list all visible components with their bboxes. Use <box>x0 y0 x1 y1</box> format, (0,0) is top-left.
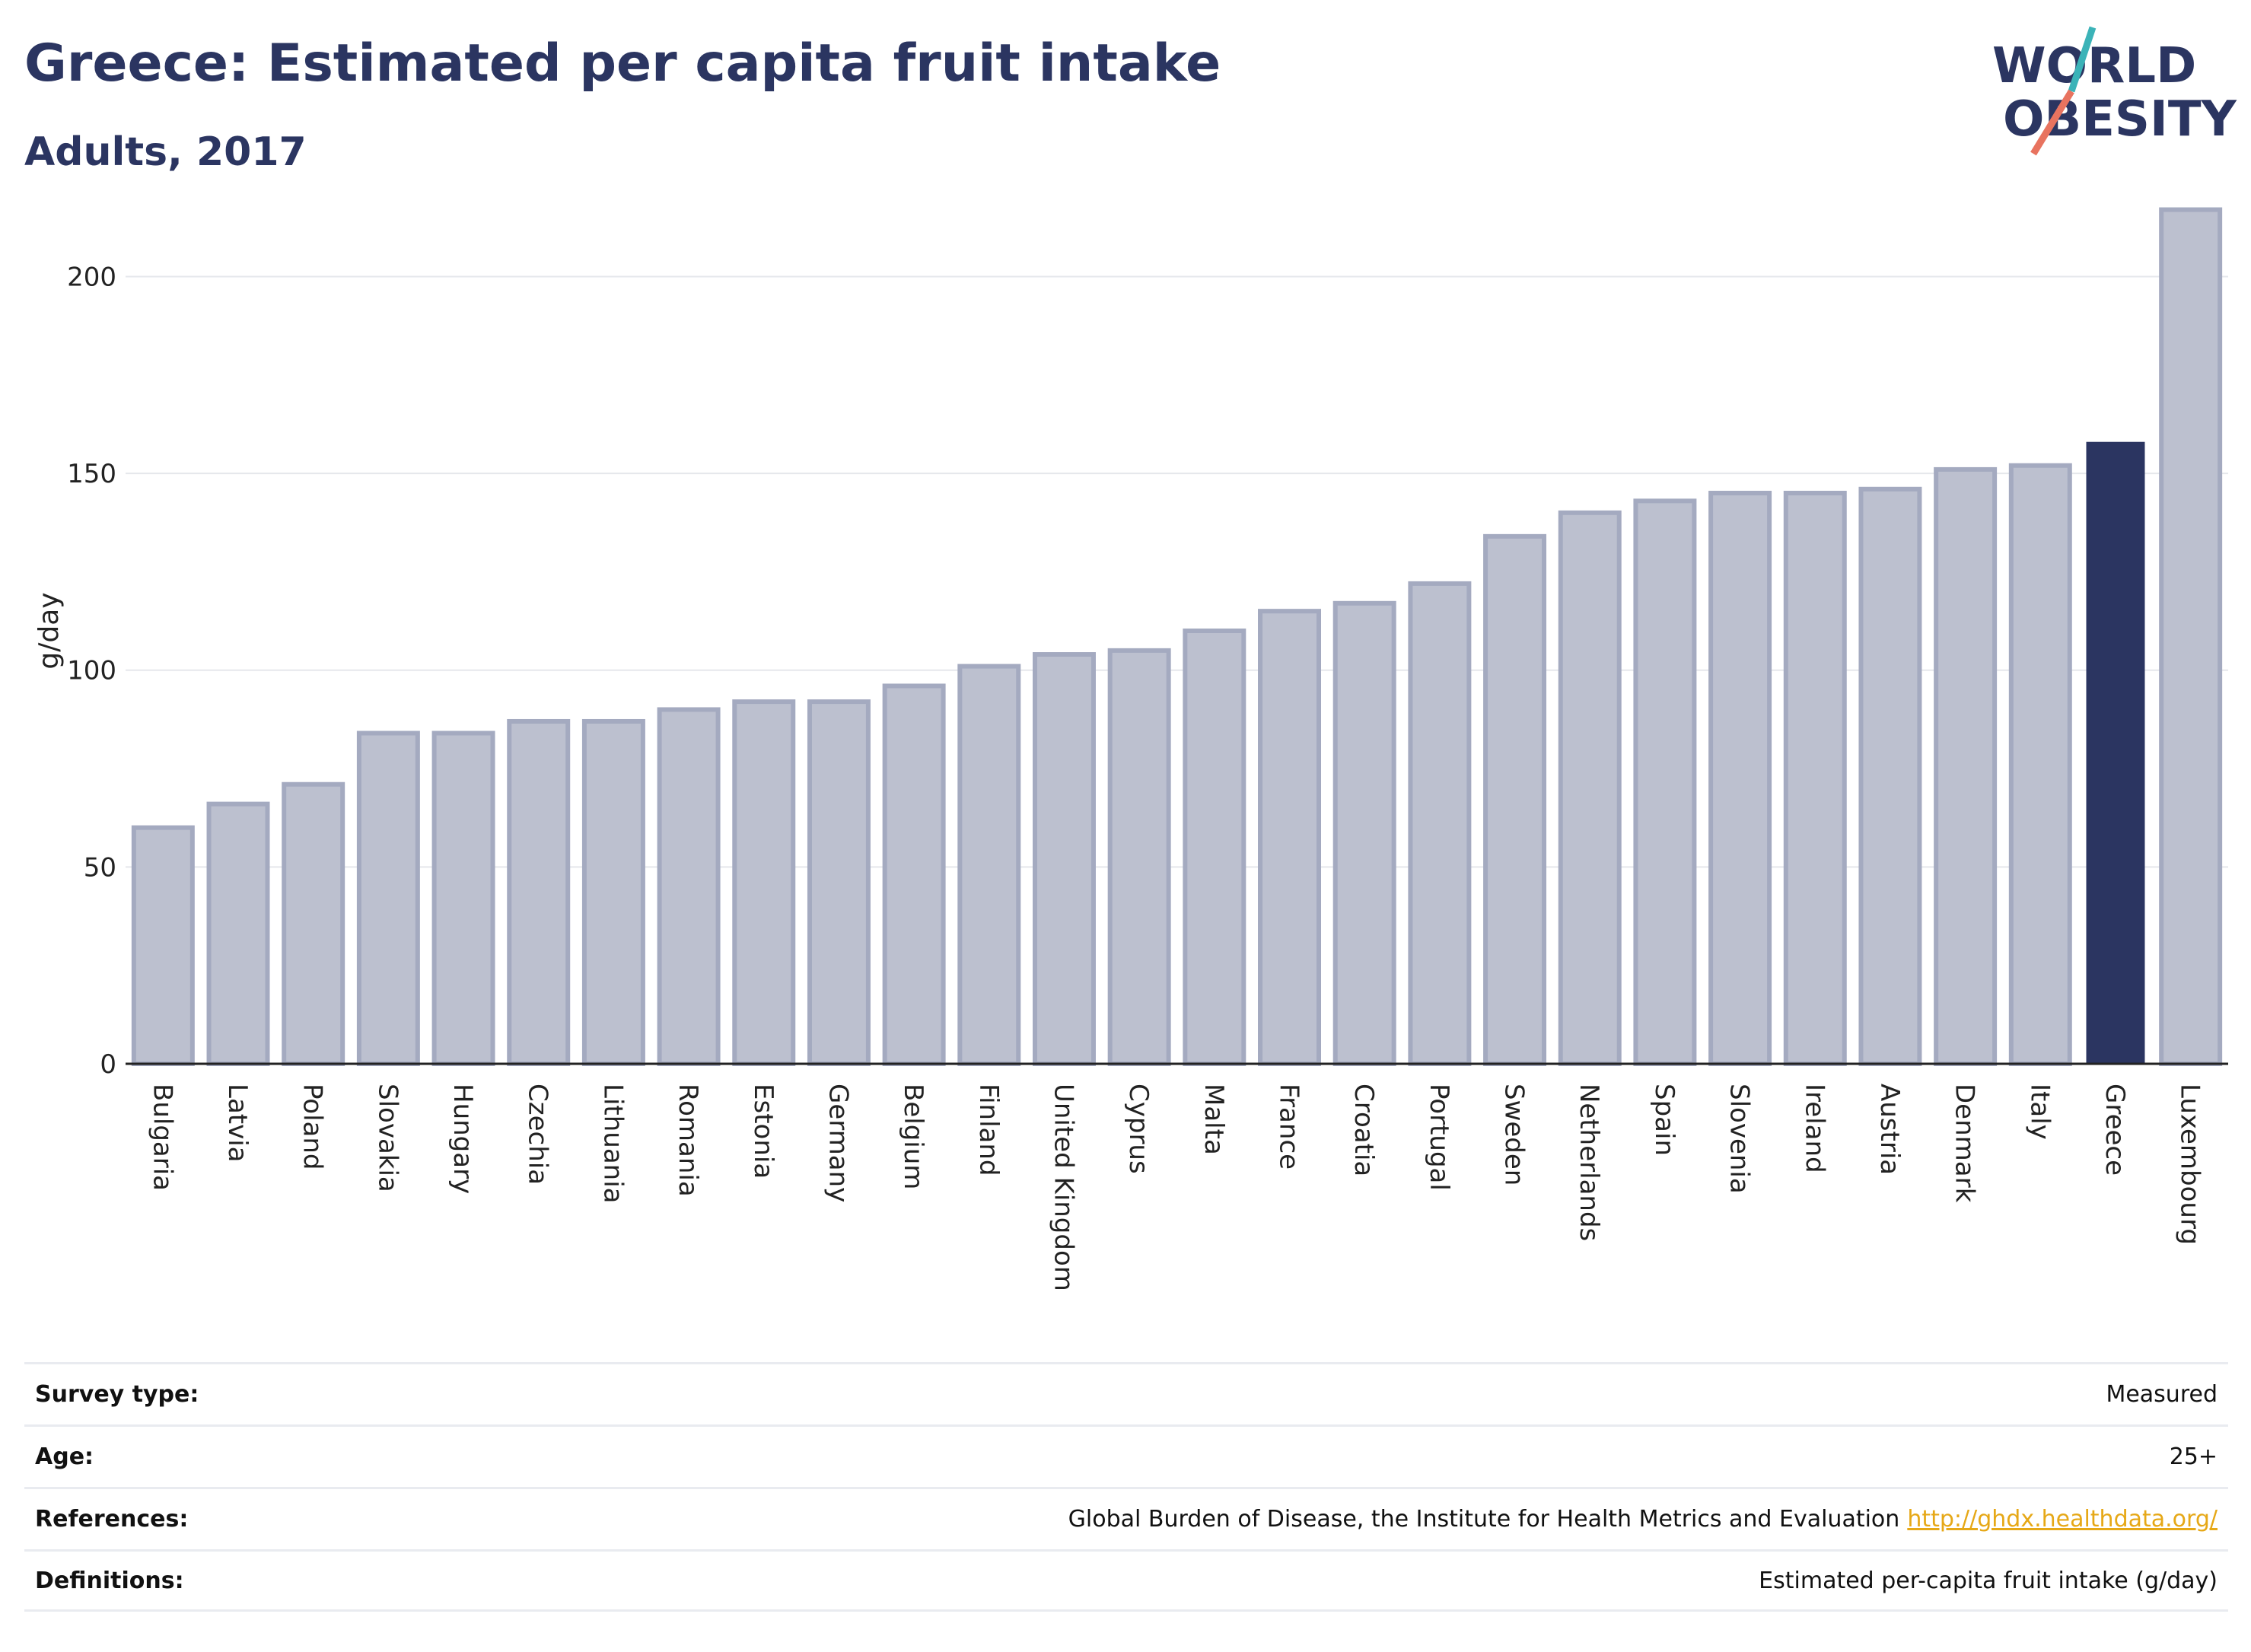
bar-czechia <box>507 718 571 1066</box>
references-link[interactable]: http://ghdx.healthdata.org/ <box>1907 1506 2218 1533</box>
bar-cyprus <box>1107 648 1171 1066</box>
metadata-table: Survey type: Measured Age: 25+ Reference… <box>24 1362 2228 1612</box>
bar-united-kingdom <box>1032 652 1096 1066</box>
x-tick-label: Malta <box>1199 1084 1229 1155</box>
bar-estonia <box>732 699 796 1066</box>
bar-france <box>1258 609 1322 1066</box>
logo-slash-teal <box>2068 26 2097 93</box>
x-tick-label: Belgium <box>898 1084 928 1189</box>
chart-subtitle: Adults, 2017 <box>24 129 307 175</box>
meta-row-age: Age: 25+ <box>24 1424 2228 1487</box>
meta-label: Survey type: <box>35 1381 199 1408</box>
bar-latvia <box>206 801 270 1066</box>
meta-row-references: References: Global Burden of Disease, th… <box>24 1487 2228 1549</box>
bar-netherlands <box>1558 510 1622 1066</box>
x-tick-label: Slovakia <box>372 1084 403 1192</box>
meta-label: References: <box>35 1506 189 1533</box>
x-tick-label: Poland <box>298 1084 328 1170</box>
bar-spain <box>1633 498 1697 1066</box>
y-tick-label: 100 <box>67 656 116 686</box>
bar-poland <box>282 781 345 1066</box>
meta-value-references: Global Burden of Disease, the Institute … <box>1068 1506 2218 1533</box>
bar-croatia <box>1332 600 1396 1066</box>
bar-slovakia <box>356 731 420 1066</box>
x-tick-label: Cyprus <box>1123 1084 1154 1174</box>
bar-germany <box>807 699 871 1066</box>
meta-row-survey-type: Survey type: Measured <box>24 1362 2228 1424</box>
x-tick-label: Ireland <box>1799 1084 1829 1173</box>
x-tick-label: Estonia <box>748 1084 778 1179</box>
bar-romania <box>657 707 721 1066</box>
x-tick-label: Sweden <box>1499 1084 1530 1186</box>
bar-luxembourg <box>2159 207 2223 1066</box>
world-obesity-logo: WORLD OBESITY <box>1992 26 2237 156</box>
bar-chart: 0 50 100 150 200 g/day Bulgaria Latvia Poland Slo… <box>33 207 2228 1291</box>
y-axis-label: g/day <box>33 592 65 669</box>
x-tick-label: Austria <box>1874 1084 1905 1175</box>
bar-bulgaria <box>131 825 195 1066</box>
meta-label: Age: <box>35 1444 94 1470</box>
bar-austria <box>1858 486 1922 1066</box>
bar-belgium <box>882 683 946 1066</box>
y-tick-label: 200 <box>67 262 116 292</box>
meta-label: Definitions: <box>35 1567 184 1594</box>
y-tick-label: 0 <box>100 1049 116 1080</box>
x-tick-label: United Kingdom <box>1048 1084 1078 1291</box>
x-tick-label: Czechia <box>523 1084 553 1185</box>
x-tick-label: Netherlands <box>1574 1084 1604 1241</box>
x-tick-label: Luxembourg <box>2175 1084 2205 1245</box>
x-tick-label: Denmark <box>1950 1084 1980 1203</box>
x-tick-label: Portugal <box>1424 1084 1454 1191</box>
x-tick-label: Latvia <box>222 1084 253 1163</box>
x-tick-label: France <box>1274 1084 1304 1170</box>
x-tick-label: Romania <box>673 1084 703 1197</box>
bar-finland <box>957 664 1021 1066</box>
x-tick-label: Italy <box>2024 1084 2055 1140</box>
bar-greece <box>2086 441 2145 1064</box>
logo-line-1: WORLD <box>1992 38 2196 94</box>
x-tick-label: Croatia <box>1348 1084 1379 1176</box>
bar-malta <box>1183 629 1246 1066</box>
y-tick-label: 150 <box>67 459 116 489</box>
meta-value: Measured <box>2106 1381 2218 1408</box>
x-tick-label: Slovenia <box>1724 1084 1755 1194</box>
x-tick-label: Finland <box>973 1084 1004 1176</box>
bar-slovenia <box>1708 490 1772 1066</box>
meta-value: Estimated per-capita fruit intake (g/day… <box>1759 1567 2218 1594</box>
meta-value: 25+ <box>2169 1444 2218 1470</box>
bar-portugal <box>1408 581 1472 1066</box>
logo-slash-coral <box>2030 89 2074 156</box>
x-tick-label: Spain <box>1649 1084 1679 1156</box>
x-tick-label: Lithuania <box>597 1084 628 1203</box>
bar-hungary <box>431 731 495 1066</box>
bar-ireland <box>1783 490 1847 1066</box>
bar-italy <box>2008 463 2072 1066</box>
x-tick-label: Bulgaria <box>147 1084 177 1191</box>
y-tick-label: 50 <box>84 852 116 883</box>
x-tick-label: Hungary <box>447 1084 478 1194</box>
bar-lithuania <box>581 718 645 1066</box>
bar-denmark <box>1934 466 1998 1066</box>
bar-sweden <box>1483 533 1547 1066</box>
x-tick-label: Germany <box>823 1084 853 1202</box>
chart-title: Greece: Estimated per capita fruit intak… <box>24 33 1221 94</box>
references-text: Global Burden of Disease, the Institute … <box>1068 1506 1900 1533</box>
x-tick-label: Greece <box>2100 1084 2130 1176</box>
meta-row-definitions: Definitions: Estimated per-capita fruit … <box>24 1549 2228 1612</box>
